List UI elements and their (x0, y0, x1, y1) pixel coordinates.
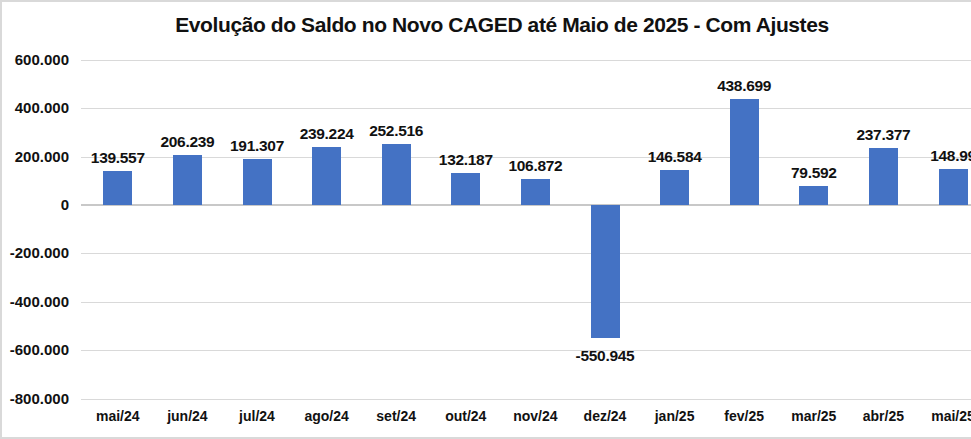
x-axis-tick-label: jan/25 (635, 407, 715, 425)
bar (730, 99, 759, 205)
y-axis-tick-label: -600.000 (2, 341, 69, 359)
chart-title: Evolução do Saldo no Novo CAGED até Maio… (2, 13, 971, 37)
y-axis-tick-label: 600.000 (2, 51, 69, 69)
gridline (81, 350, 971, 351)
gridline (81, 399, 971, 400)
x-axis-tick-label: dez/24 (565, 407, 645, 425)
bar (799, 186, 828, 205)
y-axis-tick-label: -200.000 (2, 244, 69, 262)
bar (382, 144, 411, 205)
gridline (81, 108, 971, 109)
gridline (81, 253, 971, 254)
bar-chart: Evolução do Saldo no Novo CAGED até Maio… (0, 0, 971, 439)
gridline (81, 302, 971, 303)
x-axis-tick-label: abr/25 (843, 407, 923, 425)
x-axis-tick-label: out/24 (426, 407, 506, 425)
x-axis-tick-label: set/24 (356, 407, 436, 425)
bar (312, 147, 341, 205)
y-axis-tick-label: -400.000 (2, 293, 69, 311)
bar-value-label: 146.584 (620, 147, 730, 166)
bar (451, 173, 480, 205)
bar (521, 179, 550, 205)
bar (660, 170, 689, 205)
bar-value-label: 252.516 (341, 121, 451, 140)
y-axis-tick-label: 200.000 (2, 148, 69, 166)
x-axis-tick-label: nov/24 (495, 407, 575, 425)
bar-value-label: 237.377 (828, 125, 938, 144)
bar-value-label: 79.592 (759, 163, 869, 182)
x-axis-tick-label: mai/24 (78, 407, 158, 425)
x-axis-tick-label: jun/24 (147, 407, 227, 425)
x-axis-tick-label: jul/24 (217, 407, 297, 425)
y-axis-tick-label: 400.000 (2, 99, 69, 117)
bar-value-label: 148.99 (898, 146, 971, 165)
bar (103, 171, 132, 205)
gridline (81, 60, 971, 61)
x-axis-tick-label: mai/25 (913, 407, 971, 425)
x-axis-tick-label: ago/24 (287, 407, 367, 425)
bar (243, 159, 272, 205)
bar-value-label: 438.699 (689, 76, 799, 95)
bar-value-label: 106.872 (480, 156, 590, 175)
y-axis-tick-label: -800.000 (2, 390, 69, 408)
bar (869, 148, 898, 205)
bar-value-label: -550.945 (550, 346, 660, 365)
x-axis-tick-label: fev/25 (704, 407, 784, 425)
bar (173, 155, 202, 205)
bar (591, 205, 620, 338)
x-axis-tick-label: mar/25 (774, 407, 854, 425)
bar (939, 169, 968, 205)
y-axis-tick-label: 0 (2, 196, 69, 214)
